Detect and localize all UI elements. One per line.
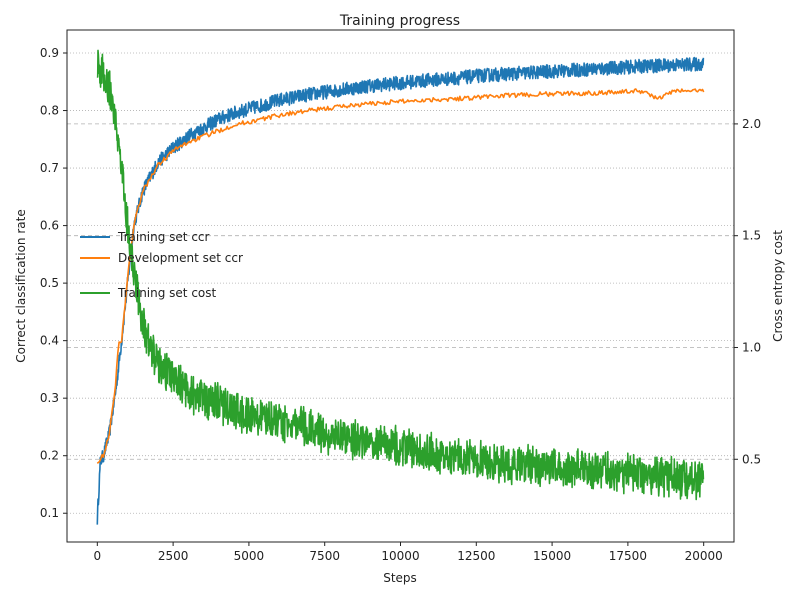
y-right-tick-label-1: 1.0 xyxy=(742,340,761,354)
x-tick-label-8: 20000 xyxy=(685,549,723,563)
y-left-tick-label-2: 0.3 xyxy=(40,391,59,405)
legend-label-training-cost: Training set cost xyxy=(117,286,217,300)
y-left-tick-label-7: 0.8 xyxy=(40,104,59,118)
y-left-tick-label-4: 0.5 xyxy=(40,276,59,290)
y-right-tick-label-3: 2.0 xyxy=(742,117,761,131)
x-tick-label-5: 12500 xyxy=(457,549,495,563)
series-line-1 xyxy=(96,88,705,464)
y-left-tick-label-3: 0.4 xyxy=(40,334,59,348)
x-tick-label-4: 10000 xyxy=(381,549,419,563)
x-tick-label-1: 2500 xyxy=(158,549,189,563)
x-tick-label-0: 0 xyxy=(93,549,101,563)
x-tick-label-7: 17500 xyxy=(609,549,647,563)
series-layer xyxy=(96,49,705,525)
ticks-layer: 0.1 0.2 0.3 0.4 0.5 0.6 0.7 0.8 0.9 0.5 1.0 1.5 2.0 0… xyxy=(40,46,761,563)
series-line-0 xyxy=(96,56,705,525)
x-tick-label-2: 5000 xyxy=(234,549,265,563)
y-right-tick-label-2: 1.5 xyxy=(742,229,761,243)
y-right-tick-label-0: 0.5 xyxy=(742,452,761,466)
y-left-tick-label-1: 0.2 xyxy=(40,449,59,463)
legend: Training set ccr Development set ccr Tra… xyxy=(80,230,243,300)
series-line-2 xyxy=(96,49,705,501)
y-left-axis-title: Correct classification rate xyxy=(14,209,28,362)
x-tick-label-6: 15000 xyxy=(533,549,571,563)
chart-title: Training progress xyxy=(339,13,460,29)
legend-label-training-ccr: Training set ccr xyxy=(117,230,210,244)
x-axis-title: Steps xyxy=(383,571,417,585)
y-left-tick-label-8: 0.9 xyxy=(40,46,59,60)
x-tick-label-3: 7500 xyxy=(309,549,340,563)
y-right-axis-title: Cross entropy cost xyxy=(771,230,785,342)
legend-label-development-ccr: Development set ccr xyxy=(118,251,243,265)
y-left-tick-label-5: 0.6 xyxy=(40,219,59,233)
y-left-tick-label-0: 0.1 xyxy=(40,506,59,520)
y-left-tick-label-6: 0.7 xyxy=(40,161,59,175)
